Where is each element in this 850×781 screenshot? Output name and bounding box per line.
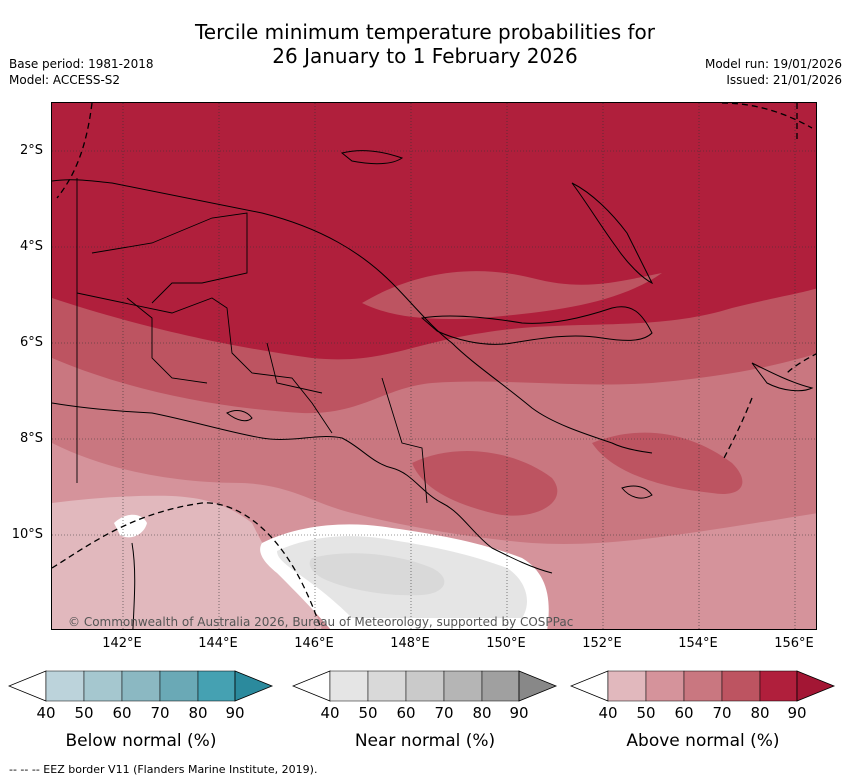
- tick-label: 80: [750, 704, 770, 722]
- region-above-70b: [362, 271, 662, 320]
- tick-label: 60: [674, 704, 694, 722]
- lat-label: 2°S: [19, 143, 43, 158]
- colorbar-swatch: [721, 670, 761, 702]
- colorbar-swatch: [683, 670, 723, 702]
- legend-title-near: Near normal (%): [354, 731, 496, 751]
- tick-label: 50: [74, 704, 94, 722]
- colorbar-swatch: [121, 670, 161, 702]
- tick-label: 60: [396, 704, 416, 722]
- colorbar-swatch: [329, 670, 369, 702]
- tick-label: 90: [787, 704, 807, 722]
- tick-label: 80: [188, 704, 208, 722]
- footnote: -- -- -- EEZ border V11 (Flanders Marine…: [9, 763, 318, 776]
- meta-right: Model run: 19/01/2026 Issued: 21/01/2026: [705, 56, 842, 88]
- region-white-small: [114, 514, 147, 538]
- tick-label: 70: [712, 704, 732, 722]
- coastlines: [52, 150, 814, 629]
- lon-label: 142°E: [102, 636, 142, 651]
- tick-label: 60: [112, 704, 132, 722]
- model-run: Model run: 19/01/2026: [704, 57, 842, 71]
- tick-label: 80: [472, 704, 492, 722]
- colorbar-extend-low: [8, 670, 47, 702]
- tick-label: 70: [434, 704, 454, 722]
- colorbar-swatch: [83, 670, 123, 702]
- colorbar-swatch: [159, 670, 199, 702]
- colorbar-swatch: [443, 670, 483, 702]
- region-above-70c: [412, 451, 558, 516]
- tick-label: 40: [36, 704, 56, 722]
- probability-map[interactable]: © Commonwealth of Australia 2026, Bureau…: [51, 102, 817, 630]
- colorbar-swatch: [367, 670, 407, 702]
- legend-title-below: Below normal (%): [65, 731, 217, 751]
- model-name: Model: ACCESS-S2: [9, 73, 121, 87]
- colorbar-above: [570, 670, 836, 702]
- colorbar-below: [8, 670, 274, 702]
- legend-title-above: Above normal (%): [626, 731, 780, 751]
- colorbar-swatch: [197, 670, 236, 702]
- colorbar-swatch: [645, 670, 685, 702]
- eez-border: [52, 103, 816, 629]
- tick-label: 70: [150, 704, 170, 722]
- colorbar-extend-high: [518, 670, 558, 702]
- colorbar-extend-low: [292, 670, 331, 702]
- tick-label: 50: [636, 704, 656, 722]
- colorbar-swatch: [405, 670, 445, 702]
- lon-label: 156°E: [774, 636, 814, 651]
- lat-label: 4°S: [19, 239, 43, 254]
- tick-label: 40: [598, 704, 618, 722]
- chart-title: Tercile minimum temperature probabilitie…: [0, 20, 850, 68]
- title-line-2: 26 January to 1 February 2026: [272, 44, 578, 68]
- region-near-50: [309, 553, 445, 596]
- tick-label: 90: [509, 704, 529, 722]
- region-above-70d: [592, 432, 743, 494]
- lon-label: 146°E: [294, 636, 334, 651]
- tick-label: 40: [320, 704, 340, 722]
- colorbar-swatch: [607, 670, 647, 702]
- lon-label: 152°E: [582, 636, 622, 651]
- title-line-1: Tercile minimum temperature probabilitie…: [194, 20, 656, 44]
- base-period: Base period: 1981-2018: [9, 57, 154, 71]
- graticule: [52, 103, 816, 629]
- issued-date: Issued: 21/01/2026: [726, 73, 842, 87]
- colorbar-near: [292, 670, 558, 702]
- lon-label: 148°E: [390, 636, 430, 651]
- colorbar-swatch: [759, 670, 798, 702]
- colorbar-extend-low: [570, 670, 609, 702]
- tick-label: 50: [358, 704, 378, 722]
- province-borders: [76, 178, 428, 504]
- map-svg: [52, 103, 816, 629]
- lat-label: 10°S: [11, 527, 43, 542]
- copyright-text: © Commonwealth of Australia 2026, Bureau…: [68, 615, 574, 629]
- lat-label: 6°S: [19, 335, 43, 350]
- lon-label: 144°E: [198, 636, 238, 651]
- tick-label: 90: [225, 704, 245, 722]
- colorbar-extend-high: [234, 670, 274, 702]
- colorbar-swatch: [481, 670, 520, 702]
- lon-label: 150°E: [486, 636, 526, 651]
- colorbar-extend-high: [796, 670, 836, 702]
- lat-label: 8°S: [19, 431, 43, 446]
- meta-left: Base period: 1981-2018 Model: ACCESS-S2: [9, 56, 154, 88]
- colorbar-swatch: [45, 670, 85, 702]
- lon-label: 154°E: [678, 636, 718, 651]
